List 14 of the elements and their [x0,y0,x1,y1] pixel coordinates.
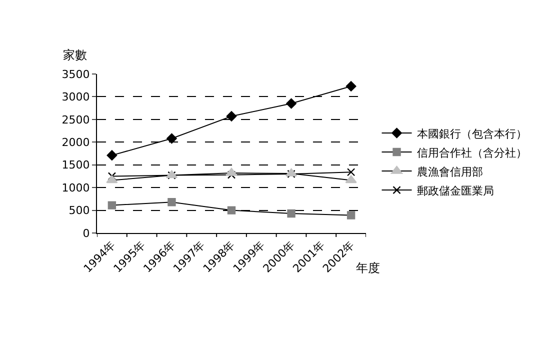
y-tick-label: 500 [68,204,90,218]
y-axis-title: 家數 [63,48,87,62]
legend-label: 郵政儲金匯業局 [416,184,494,198]
x-axis-title: 年度 [356,261,380,275]
y-tick-label: 2500 [62,113,90,126]
y-tick-label: 1500 [62,158,90,172]
y-tick-label: 1000 [62,181,90,194]
y-tick-label: 3500 [62,68,90,81]
legend-label: 農漁會信用部 [416,165,483,178]
y-tick-label: 0 [82,226,90,240]
y-tick-label: 3000 [62,90,90,104]
legend-label: 本國銀行（包含本行） [416,127,527,140]
y-tick-label: 2000 [62,136,90,149]
legend-label: 信用合作社（含分社） [416,146,527,160]
